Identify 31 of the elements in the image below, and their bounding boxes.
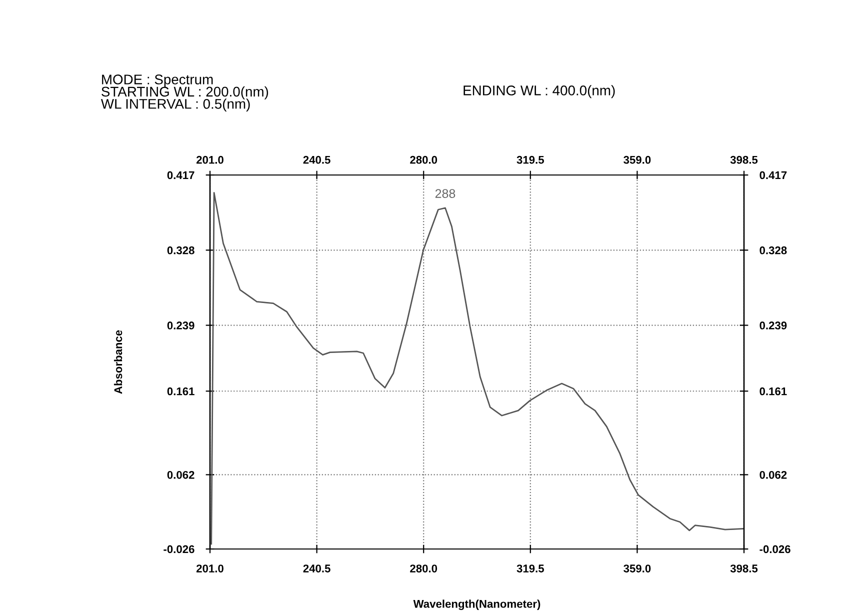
- x-tick-label: 280.0: [410, 156, 438, 164]
- x-tick-label: 319.5: [516, 156, 544, 164]
- x-tick-label: 240.5: [303, 156, 330, 164]
- y2-tick-label: 0.161: [760, 387, 787, 396]
- y2-tick-label: 0.328: [760, 246, 787, 254]
- x2-tick-label: 201.0: [196, 564, 224, 572]
- y-tick-label: -0.026: [164, 545, 194, 554]
- y2-tick-label: 0.417: [760, 171, 787, 180]
- y-tick-label: 0.417: [167, 171, 194, 180]
- y-axis-title: Absorbance: [114, 330, 122, 394]
- y-tick-label: 0.161: [167, 387, 194, 396]
- x2-tick-label: 398.5: [730, 564, 758, 572]
- y2-tick-label: 0.062: [760, 470, 787, 479]
- y-tick-label: 0.328: [167, 246, 194, 254]
- text: ENDING WL : 400.0(nm): [464, 85, 615, 98]
- x2-tick-label: 319.5: [516, 564, 544, 572]
- y-tick-label: 0.062: [167, 470, 194, 479]
- x2-tick-label: 359.0: [624, 564, 651, 572]
- x-tick-label: 398.5: [730, 156, 758, 164]
- x2-tick-label: 240.5: [303, 564, 330, 572]
- y2-tick-label: 0.239: [760, 322, 787, 330]
- text: MODE : Spectrum: [102, 74, 213, 88]
- x-tick-label: 201.0: [196, 156, 224, 164]
- text: WL INTERVAL : 0.5(nm): [100, 98, 250, 112]
- annotation: 288: [435, 189, 456, 198]
- text: STARTING WL : 200.0(nm): [102, 86, 268, 100]
- y-tick-label: 0.239: [167, 322, 194, 330]
- x2-tick-label: 280.0: [410, 564, 438, 572]
- x-axis-title: Wavelength(Nanometer): [413, 600, 540, 610]
- y2-tick-label: -0.026: [760, 545, 790, 554]
- x-tick-label: 359.0: [624, 156, 651, 164]
